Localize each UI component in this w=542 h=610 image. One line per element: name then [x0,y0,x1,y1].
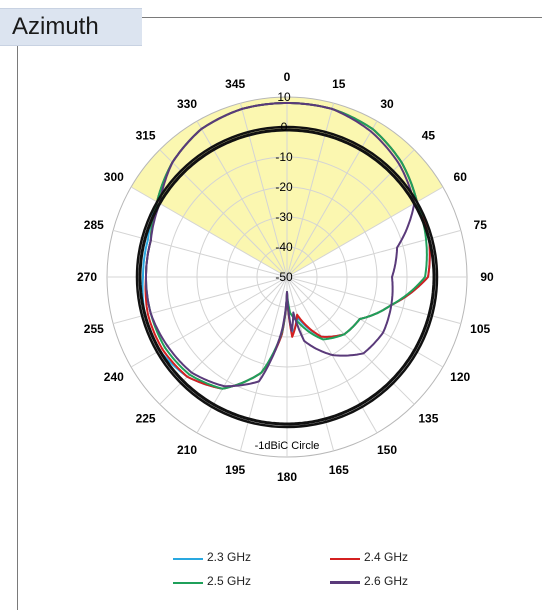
radial-tick-label: -50 [275,270,293,284]
angle-tick-label: 0 [284,70,291,84]
angle-tick-label: 225 [136,411,156,425]
legend-label: 2.3 GHz [207,550,252,564]
radial-tick-label: -10 [275,150,293,164]
grid-spoke [286,276,444,368]
legend-label: 2.5 GHz [207,574,252,588]
angle-tick-label: 90 [480,270,494,284]
angle-tick-label: 210 [177,443,197,457]
reference-circle-label: -1dBiC Circle [255,440,320,452]
legend-label: 2.6 GHz [364,574,409,588]
radial-tick-label: -30 [275,210,293,224]
angle-tick-label: 180 [277,470,297,484]
angle-tick-label: 75 [474,218,488,232]
grid-spoke [286,276,415,405]
angle-tick-label: 315 [136,129,156,143]
angle-tick-label: 45 [422,129,436,143]
reference-circle [138,128,436,426]
angle-tick-label: 30 [380,97,394,111]
label-layer: 10 0 -10 -20 -30 -40 -50 0 15 30 45 60 75 90 105 120 135… [77,70,494,484]
angle-tick-label: 345 [225,77,245,91]
radial-tick-label: 0 [281,120,288,134]
radial-tick-label: -40 [275,240,293,254]
legend-swatch [173,582,203,584]
angle-tick-label: 270 [77,270,97,284]
legend-swatch [173,558,203,560]
frame-top-border [142,17,542,18]
radial-tick-label: -20 [275,180,293,194]
series-layer [135,102,439,429]
angle-tick-label: 105 [470,322,490,336]
legend-label: 2.4 GHz [364,550,409,564]
zero-db-ring [135,125,439,429]
angle-tick-label: 150 [377,443,397,457]
angle-tick-label: 285 [84,218,104,232]
angle-tick-label: 165 [329,463,349,477]
title-box: Azimuth [0,8,142,46]
angle-tick-label: 60 [454,170,468,184]
angle-tick-label: 15 [332,77,346,91]
angle-tick-label: 120 [450,370,470,384]
angle-tick-label: 300 [104,170,124,184]
radial-tick-label: 10 [277,90,291,104]
angle-tick-label: 330 [177,97,197,111]
legend-swatch [330,581,360,584]
angle-tick-label: 255 [84,322,104,336]
angle-tick-label: 135 [418,411,438,425]
legend-swatch [330,558,360,560]
angle-tick-label: 240 [104,370,124,384]
frame-left-border [17,46,18,610]
chart-title: Azimuth [12,13,99,40]
angle-tick-label: 195 [225,463,245,477]
